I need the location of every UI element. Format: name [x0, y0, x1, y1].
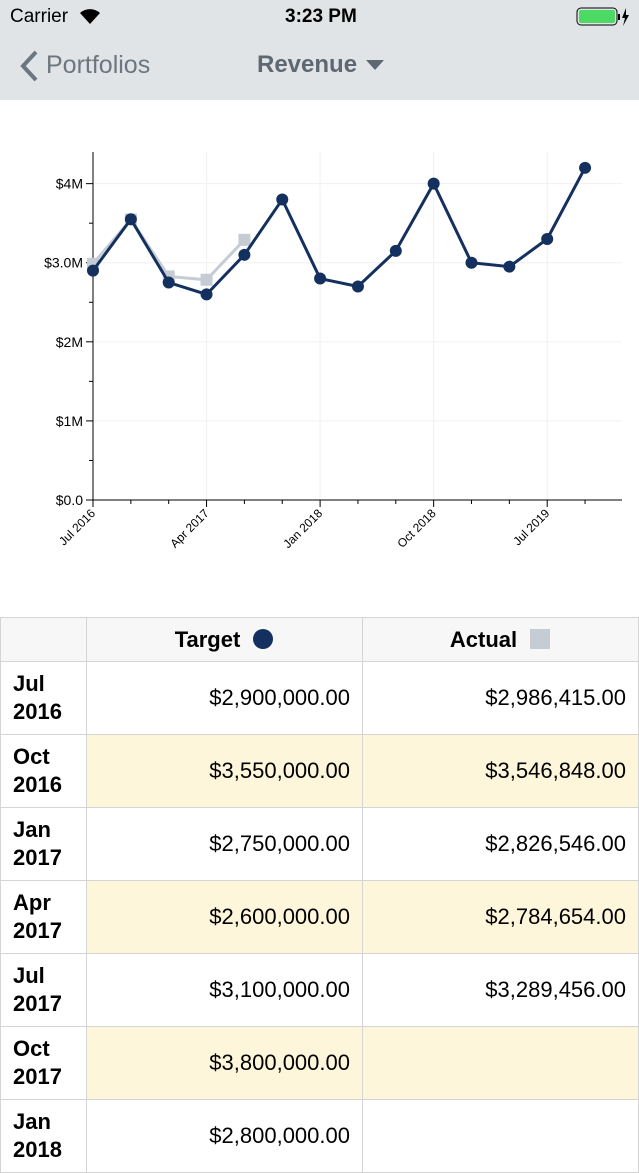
chart: $0.0 $1M $2M $3.0M $4M Jul 2016 Apr 2017 Jan 20… [44, 152, 622, 551]
col-header: Actual [362, 617, 639, 662]
point [276, 193, 289, 206]
y-tick-label: $3.0M [44, 255, 83, 271]
point [87, 264, 99, 277]
point [389, 244, 402, 257]
point [200, 288, 213, 301]
row-label: Oct 2017 [0, 1026, 87, 1100]
point [503, 260, 516, 273]
row-label: Oct 2016 [0, 734, 87, 808]
x-tick-label: Jul 2016 [56, 506, 98, 548]
point [238, 248, 251, 261]
legend-swatch [253, 628, 274, 649]
point [124, 213, 137, 226]
point [465, 256, 478, 269]
y-tick-label: $1M [56, 413, 83, 429]
point [162, 276, 175, 289]
x-tick-label: Apr 2017 [167, 506, 212, 551]
row-label: Jul 2016 [0, 661, 87, 735]
point [351, 280, 364, 293]
data-table: Target Actual Jul 2016 $2,900,000.00 $2,986,… [0, 617, 639, 1173]
y-tick-label: $4M [56, 176, 83, 192]
top-bar: Carrier 3:23 PM Portfolios Revenue [0, 0, 639, 100]
value-cell: $2,900,000.00 [86, 661, 363, 735]
value-cell [362, 1026, 639, 1100]
header-text: Target [174, 626, 241, 652]
header-text: Actual [449, 626, 518, 652]
point [427, 177, 440, 190]
value-cell: $2,600,000.00 [86, 880, 363, 954]
table-row: Oct 2017 $3,800,000.00 [0, 1026, 639, 1100]
x-tick-label: Oct 2018 [394, 506, 439, 551]
time: 3:23 PM [285, 6, 357, 27]
y-tick-label: $0.0 [56, 492, 83, 508]
point [200, 273, 213, 286]
point [579, 161, 592, 174]
row-label: Jan 2018 [0, 1099, 87, 1173]
value-cell: $2,750,000.00 [86, 807, 363, 881]
point [314, 272, 327, 285]
table-row: Jul 2017 $3,100,000.00 $3,289,456.00 [0, 953, 639, 1027]
dropdown-arrow[interactable] [365, 58, 385, 72]
y-tick-label: $2M [56, 334, 83, 350]
header-row: Target Actual [0, 617, 639, 662]
nav-title[interactable]: Revenue [257, 51, 385, 79]
battery-icon [576, 7, 629, 26]
table-row: Oct 2016 $3,550,000.00 $3,546,848.00 [0, 734, 639, 808]
col-header: Target [86, 617, 363, 662]
table-row: Jan 2017 $2,750,000.00 $2,826,546.00 [0, 807, 639, 881]
series-line [91, 167, 587, 297]
back-chevron[interactable] [18, 49, 40, 83]
wifi-icon [80, 9, 100, 24]
value-cell: $2,986,415.00 [362, 661, 639, 735]
point [238, 233, 251, 246]
value-cell: $2,800,000.00 [86, 1099, 363, 1173]
x-tick-label: Jan 2018 [280, 506, 325, 551]
back-button[interactable]: Portfolios [46, 51, 151, 79]
value-cell: $3,100,000.00 [86, 953, 363, 1027]
table-row: Apr 2017 $2,600,000.00 $2,784,654.00 [0, 880, 639, 954]
table-row: Jan 2018 $2,800,000.00 [0, 1099, 639, 1173]
carrier: Carrier [10, 6, 69, 27]
value-cell [362, 1099, 639, 1173]
x-tick-label: Jul 2019 [510, 506, 552, 548]
value-cell: $3,546,848.00 [362, 734, 639, 808]
point [541, 233, 554, 245]
table-row: Jul 2016 $2,900,000.00 $2,986,415.00 [0, 661, 639, 735]
value-cell: $2,784,654.00 [362, 880, 639, 954]
row-label: Jul 2017 [0, 953, 87, 1027]
title-text[interactable]: Revenue [257, 51, 358, 78]
row-label: Apr 2017 [0, 880, 87, 954]
value-cell: $2,826,546.00 [362, 807, 639, 881]
corner-cell [0, 617, 87, 662]
row-label: Jan 2017 [0, 807, 87, 881]
value-cell: $3,800,000.00 [86, 1026, 363, 1100]
legend-swatch [530, 628, 551, 649]
value-cell: $3,289,456.00 [362, 953, 639, 1027]
value-cell: $3,550,000.00 [86, 734, 363, 808]
